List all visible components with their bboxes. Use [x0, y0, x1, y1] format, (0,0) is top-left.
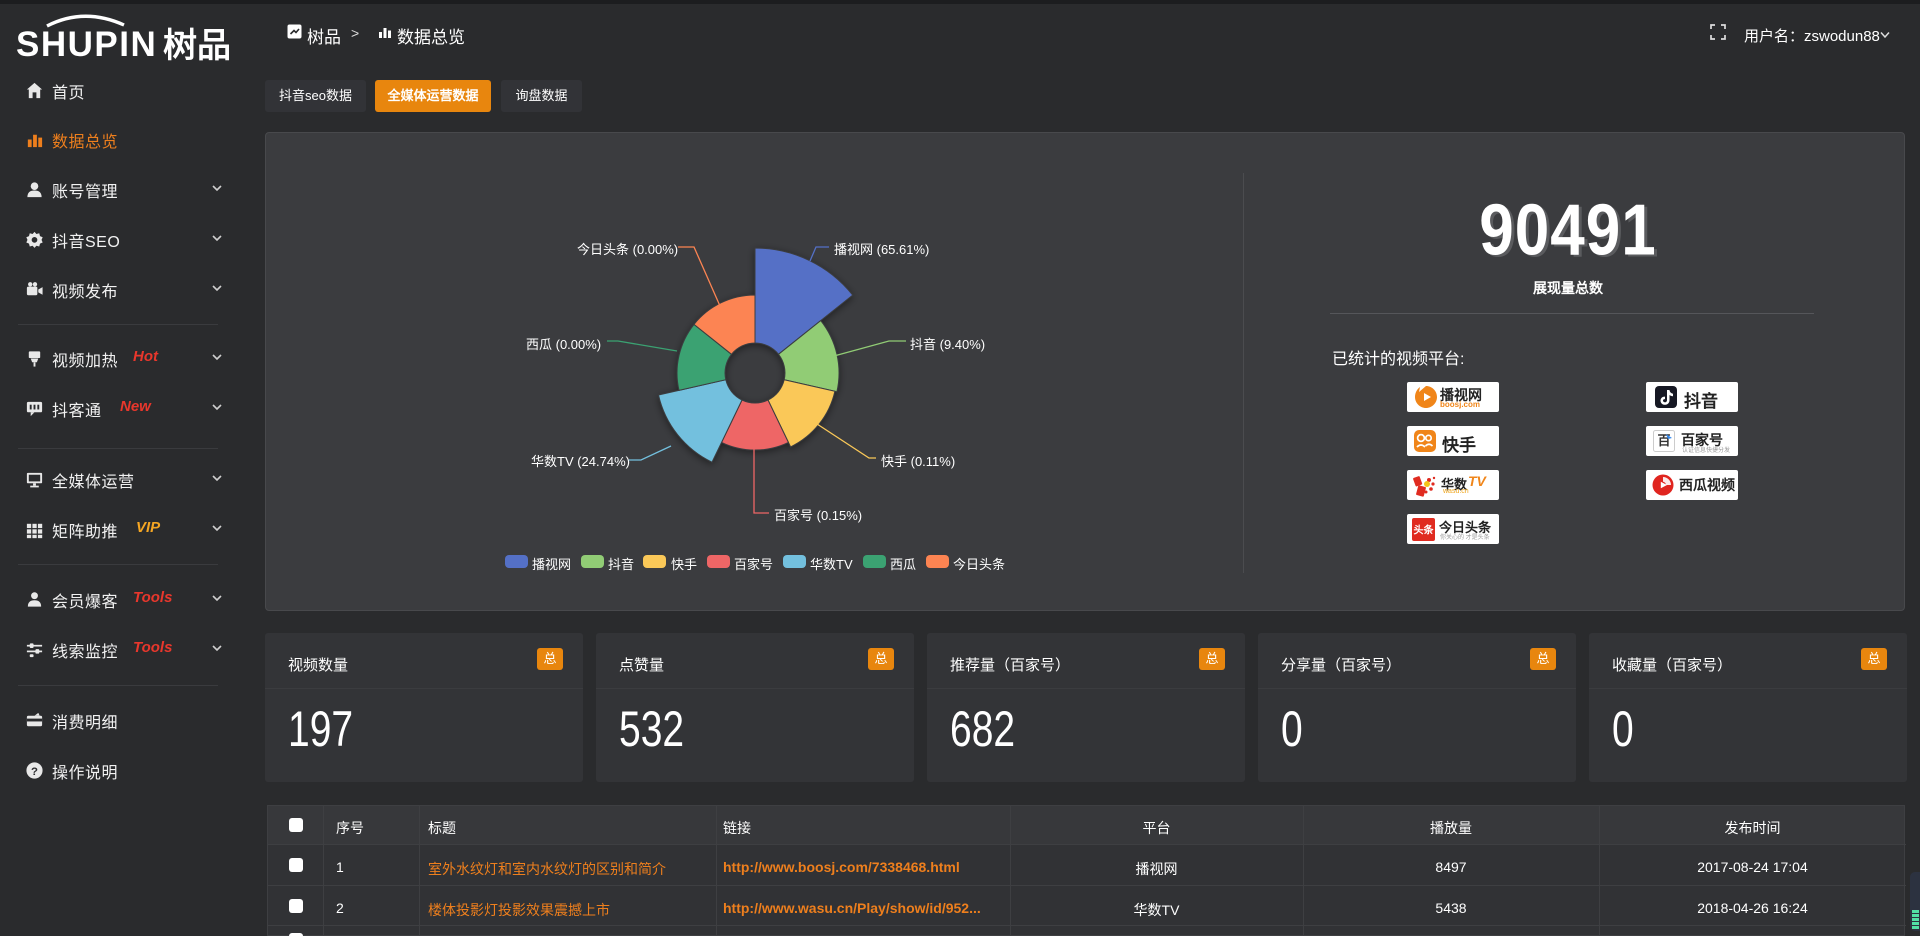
- svg-text:?: ?: [31, 766, 38, 778]
- svg-text:百: 百: [1657, 433, 1670, 448]
- svg-text:树品: 树品: [163, 27, 231, 64]
- svg-text:头条: 头条: [1414, 524, 1435, 537]
- svg-text:SHUPIN: SHUPIN: [16, 25, 157, 64]
